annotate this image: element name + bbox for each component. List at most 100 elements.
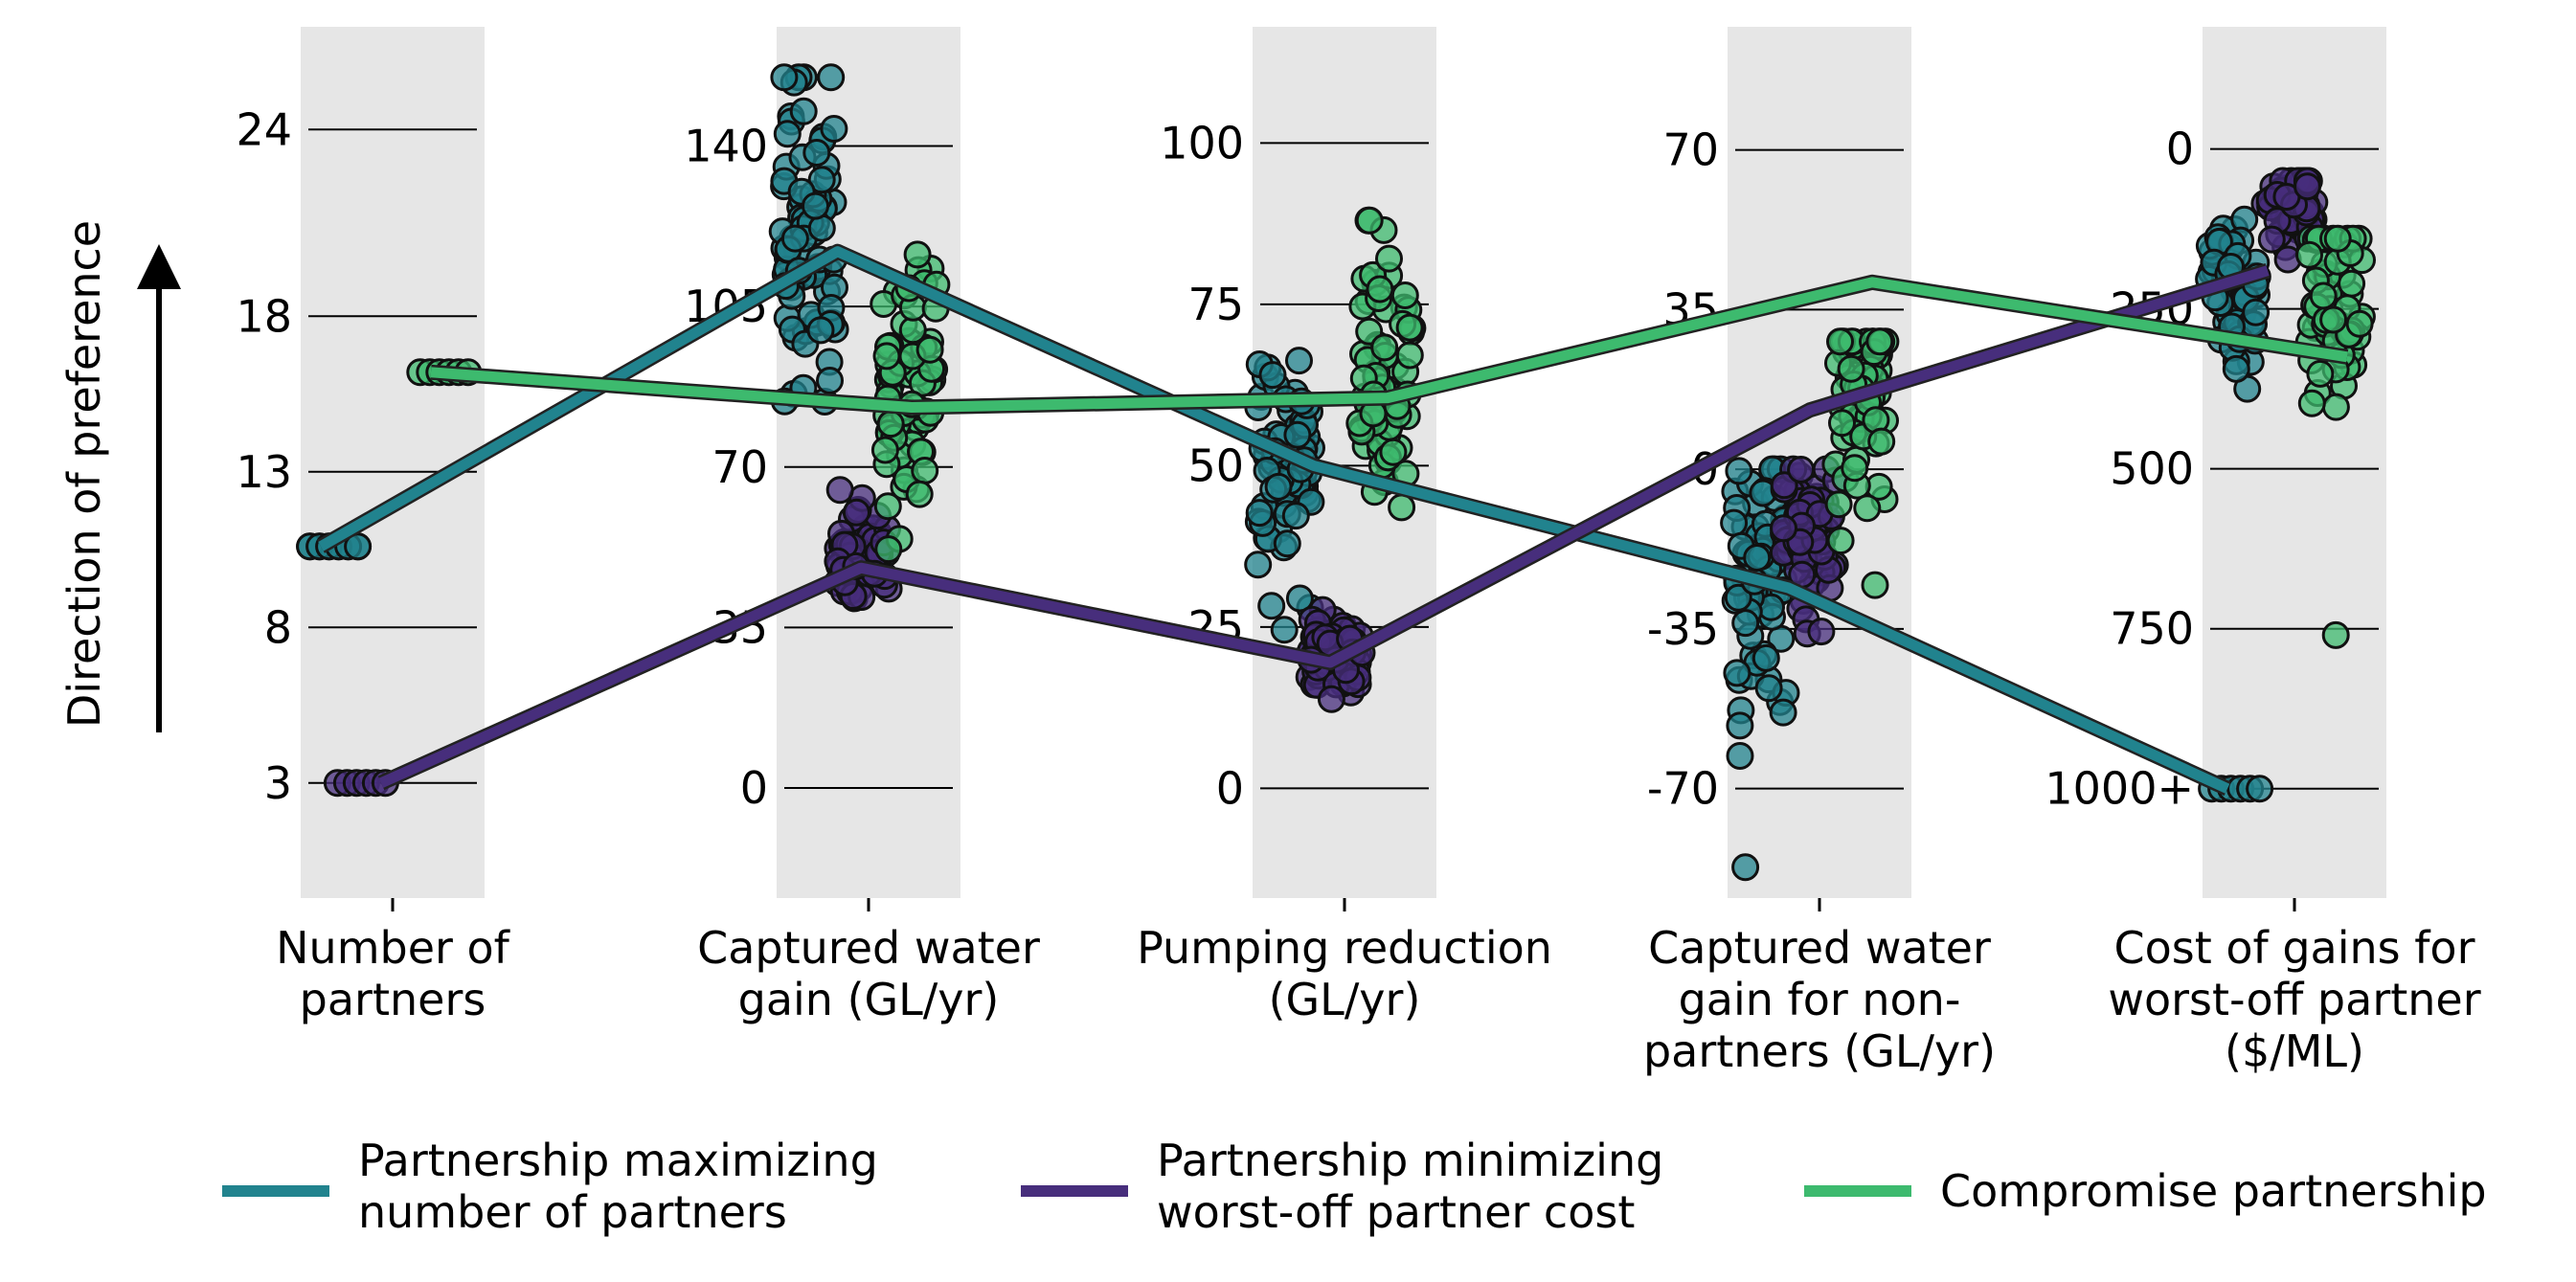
scatter-point — [1865, 327, 1894, 356]
scatter-point — [1370, 333, 1399, 362]
scatter-point — [1379, 438, 1408, 466]
direction-of-preference: Direction of preference — [58, 220, 181, 732]
scatter-point — [1826, 327, 1854, 356]
scatter-point — [1867, 427, 1896, 456]
scatter-point — [2246, 775, 2274, 803]
scatter-point — [2309, 281, 2338, 310]
axis-label-pumping: (GL/yr) — [1269, 974, 1421, 1025]
scatter-point — [1853, 494, 1882, 523]
scatter-point — [1390, 281, 1419, 309]
scatter-point — [780, 224, 809, 253]
scatter-point — [2306, 359, 2335, 388]
legend-label: Partnership minimizing — [1157, 1135, 1663, 1186]
scatter-point — [2297, 389, 2326, 417]
scatter-point — [1726, 742, 1754, 770]
scatter-point — [806, 316, 835, 345]
scatter-point — [1807, 618, 1836, 646]
scatter-point — [872, 342, 901, 371]
scatter-point — [1769, 698, 1797, 727]
tick-label: 100 — [1160, 117, 1244, 169]
preference-label: Direction of preference — [58, 220, 110, 728]
axis-label-captured: gain (GL/yr) — [738, 974, 1000, 1025]
tick-label: 0 — [1216, 762, 1244, 814]
legend-label: Partnership maximizing — [358, 1135, 878, 1186]
partnership-line — [378, 265, 2270, 788]
scatter-point — [1731, 853, 1760, 882]
axis-label-nonpartners: gain for non- — [1679, 974, 1961, 1025]
scatter-point — [1388, 493, 1416, 522]
legend-label: Compromise partnership — [1940, 1165, 2487, 1217]
scatter-point — [789, 97, 818, 125]
tick-label: 3 — [264, 757, 292, 809]
scatter-point — [2323, 224, 2352, 253]
scatter-point — [1787, 456, 1816, 484]
scatter-point — [2338, 269, 2366, 298]
scatter-point — [1751, 643, 1780, 672]
tick-label: 1000+ — [2045, 763, 2194, 815]
axis-label-partners: partners — [300, 974, 486, 1025]
scatter-point — [1731, 609, 1760, 638]
tick-label: 18 — [236, 290, 292, 342]
tick-label: -35 — [1647, 603, 1719, 655]
scatter-point — [2294, 172, 2321, 201]
tick-label: 70 — [712, 441, 768, 493]
scatter-point — [876, 410, 905, 439]
axis-band-cost — [2203, 27, 2386, 898]
scatter-point — [903, 240, 932, 269]
axis-label-cost: ($/ML) — [2225, 1025, 2364, 1077]
scatter-point — [1726, 711, 1754, 740]
scatter-point — [911, 457, 939, 484]
tick-label: 75 — [1187, 279, 1244, 330]
scatter-point — [820, 115, 848, 143]
axis-label-pumping: Pumping reduction — [1137, 922, 1552, 974]
scatter-point — [817, 63, 846, 92]
tick-label: 500 — [2110, 443, 2194, 495]
scatter-point — [1273, 529, 1301, 558]
scatter-point — [2242, 298, 2271, 326]
scatter-point — [802, 139, 831, 167]
scatter-point — [1257, 592, 1286, 620]
scatter-point — [2222, 354, 2250, 383]
scatter-point — [870, 436, 899, 464]
tick-label: 0 — [2166, 124, 2194, 175]
scatter-point — [1395, 313, 1424, 342]
scatter-point — [1725, 457, 1753, 485]
scatter-point — [873, 492, 902, 521]
scatter-point — [2345, 309, 2374, 338]
scatter-point — [770, 63, 799, 92]
legend-label: number of partners — [358, 1186, 787, 1238]
axis-label-cost: Cost of gains for — [2113, 922, 2474, 974]
tick-label: 8 — [264, 601, 292, 653]
scatter-point — [1366, 275, 1394, 304]
scatter-point — [1770, 471, 1798, 500]
scatter-point — [1828, 409, 1856, 438]
scatter-point — [2295, 240, 2323, 269]
scatter-point — [2321, 620, 2350, 649]
scatter-point — [874, 535, 903, 564]
scatter-point — [1754, 674, 1783, 703]
scatter-point — [773, 120, 802, 148]
scatter-point — [1861, 571, 1889, 599]
tick-label: 70 — [1662, 124, 1719, 176]
legend-label: worst-off partner cost — [1157, 1186, 1635, 1238]
tick-label: 24 — [236, 103, 292, 155]
scatter-point — [1724, 583, 1752, 612]
scatter-point — [1285, 584, 1314, 613]
scatter-point — [1281, 502, 1310, 530]
scatter-point — [1317, 685, 1345, 713]
scatter-point — [842, 498, 870, 527]
scatter-point — [1245, 499, 1274, 528]
scatter-point — [1244, 551, 1273, 579]
partnership-line — [318, 246, 2230, 794]
scatter-point — [915, 335, 944, 364]
scatter-point — [1285, 347, 1313, 375]
scatter-point — [1743, 544, 1772, 572]
axis-label-captured: Captured water — [697, 922, 1040, 974]
scatter-point — [1841, 454, 1869, 483]
scatter-point — [807, 166, 836, 194]
scatter-point — [1720, 508, 1749, 537]
tick-labels: 38131824035701051400255075100-70-3503570… — [236, 103, 2194, 814]
tick-label: 140 — [684, 121, 768, 172]
